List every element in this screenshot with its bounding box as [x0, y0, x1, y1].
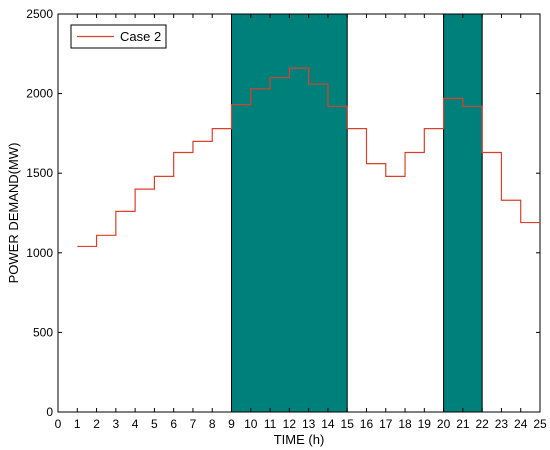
x-tick-label: 19 — [418, 417, 432, 431]
x-tick-label: 1 — [74, 417, 81, 431]
y-tick-label: 2500 — [26, 7, 53, 21]
shaded-regions — [231, 13, 483, 413]
y-tick-label: 1500 — [26, 166, 53, 180]
x-tick-label: 4 — [132, 417, 139, 431]
legend: Case 2 — [70, 24, 167, 49]
x-axis: 0 1 2 3 4 5 6 7 8 9 10 11 12 13 14 15 16 17 18 19 20 21 22 23 24… — [55, 14, 547, 431]
x-tick-label: 12 — [283, 417, 297, 431]
x-tick-label: 5 — [151, 417, 158, 431]
y-tick-label: 1000 — [26, 246, 53, 260]
x-tick-label: 2 — [93, 417, 100, 431]
x-tick-label: 18 — [398, 417, 412, 431]
shaded-region-2 — [443, 13, 483, 413]
series-layer — [77, 67, 540, 248]
y-tick-label: 0 — [46, 405, 53, 419]
y-axis: 0 500 1000 1500 2000 2500 — [26, 7, 540, 419]
legend-label-case-2: Case 2 — [120, 29, 161, 44]
x-tick-label: 11 — [264, 417, 277, 431]
x-tick-label: 6 — [170, 417, 177, 431]
x-tick-label: 14 — [321, 417, 335, 431]
y-axis-label: POWER DEMAND(MW) — [6, 143, 21, 284]
x-tick-label: 16 — [360, 417, 374, 431]
x-tick-label: 7 — [190, 417, 197, 431]
x-tick-label: 17 — [379, 417, 393, 431]
legend-box — [70, 24, 167, 49]
x-tick-label: 22 — [475, 417, 489, 431]
x-tick-label: 3 — [112, 417, 119, 431]
x-tick-label: 13 — [302, 417, 316, 431]
x-tick-label: 10 — [244, 417, 258, 431]
x-tick-label: 21 — [456, 417, 470, 431]
x-tick-label: 25 — [533, 417, 547, 431]
x-tick-label: 23 — [495, 417, 509, 431]
x-axis-label: TIME (h) — [274, 432, 325, 447]
shaded-region-1 — [231, 13, 348, 413]
y-tick-label: 500 — [33, 325, 53, 339]
x-tick-label: 20 — [437, 417, 451, 431]
x-tick-label: 15 — [341, 417, 355, 431]
series-line-case-2 — [77, 67, 540, 248]
plot-frame — [57, 13, 541, 413]
x-tick-label: 0 — [55, 417, 62, 431]
x-tick-label: 9 — [228, 417, 235, 431]
y-tick-label: 2000 — [26, 87, 53, 101]
x-tick-label: 8 — [209, 417, 216, 431]
x-tick-label: 24 — [514, 417, 528, 431]
